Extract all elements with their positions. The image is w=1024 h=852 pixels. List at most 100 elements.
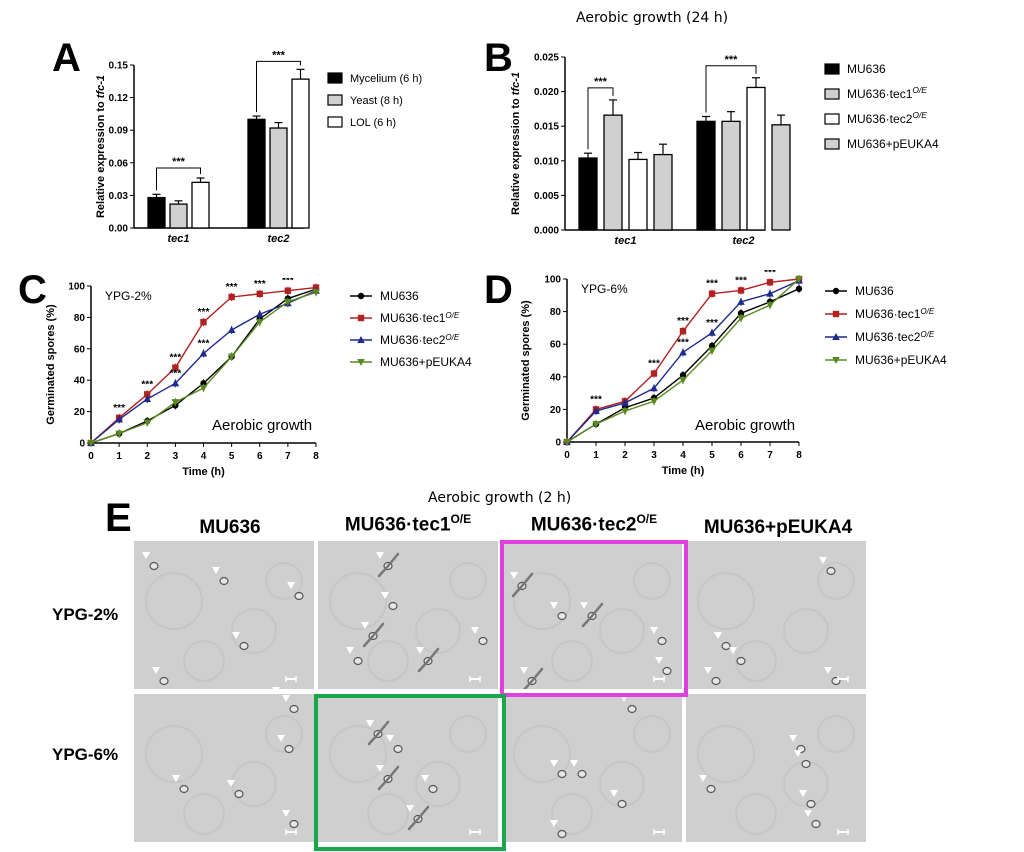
background-blotch xyxy=(329,572,387,630)
background-blotch xyxy=(783,761,829,807)
background-blotch xyxy=(817,562,855,600)
x-tick-label: 6 xyxy=(738,450,744,461)
arrowhead-marker xyxy=(406,805,414,812)
marker-triangle xyxy=(143,395,152,403)
y-tick-label: 80 xyxy=(550,307,562,318)
significance-bracket xyxy=(256,60,301,113)
micrograph-tile xyxy=(686,541,866,689)
significance-stars: *** xyxy=(677,316,689,327)
legend-label: LOL (6 h) xyxy=(350,117,396,129)
legend-swatch xyxy=(824,138,840,150)
germ-tube xyxy=(376,720,390,736)
micro-col-label-1: MU636·tec1O/E xyxy=(344,512,472,536)
significance-stars: *** xyxy=(198,307,210,318)
marker-circle xyxy=(679,371,687,379)
significance-stars: *** xyxy=(706,279,718,290)
marker-circle xyxy=(795,285,803,292)
background-blotch xyxy=(265,715,303,753)
y-tick-label: 0.03 xyxy=(109,191,129,202)
micrograph-tile xyxy=(318,541,498,689)
marker-square xyxy=(679,327,687,335)
arrowhead-marker xyxy=(510,572,518,579)
germ-tube xyxy=(590,602,604,618)
y-tick-label: 0.005 xyxy=(534,191,559,202)
legend-swatch xyxy=(824,63,840,75)
arrowhead-marker xyxy=(361,622,369,629)
arrowhead-marker xyxy=(699,775,707,782)
marker-triangle xyxy=(199,349,208,357)
marker-circle xyxy=(357,292,365,300)
legend-label: MU636+pEUKA4 xyxy=(847,137,939,151)
marker-square xyxy=(144,391,151,398)
legend-label: MU636+pEUKA4 xyxy=(380,355,472,369)
y-tick-label: 40 xyxy=(74,376,86,387)
legend-label: Yeast (8 h) xyxy=(350,95,403,107)
arrowhead-marker xyxy=(819,557,827,564)
background-blotch xyxy=(231,761,277,807)
legend-label: MU636·tec2O/E xyxy=(855,330,935,345)
background-blotch xyxy=(367,640,409,682)
germ-tube xyxy=(581,614,594,628)
marker-inverted-triangle xyxy=(795,276,803,283)
marker-square xyxy=(708,290,716,297)
x-tick-label: 6 xyxy=(257,451,263,462)
y-tick-label: 20 xyxy=(550,405,562,416)
legend-swatch xyxy=(327,72,343,84)
y-tick-label: 0.09 xyxy=(109,126,129,137)
significance-stars: *** xyxy=(590,394,602,405)
significance-stars: *** xyxy=(594,76,608,88)
significance-bracket xyxy=(156,167,201,191)
y-tick-label: 0.06 xyxy=(109,158,129,169)
significance-bracket xyxy=(587,87,614,150)
micro-row-label-1: YPG-6% xyxy=(52,745,119,764)
x-tick-label: 5 xyxy=(229,451,235,462)
arrowhead-marker xyxy=(729,647,737,654)
arrowhead-marker xyxy=(346,647,354,654)
background-blotch xyxy=(449,715,487,753)
arrowhead-marker xyxy=(272,687,280,689)
marker-square xyxy=(650,370,658,377)
spore-cell xyxy=(234,789,244,799)
bar xyxy=(291,78,310,229)
micrograph-tile xyxy=(502,694,682,842)
bar xyxy=(653,153,673,231)
germ-tube xyxy=(407,817,420,831)
significance-stars: *** xyxy=(677,337,689,348)
x-tick-label: 1 xyxy=(116,451,122,462)
x-tick-label: 7 xyxy=(285,451,291,462)
arrowhead-marker xyxy=(610,790,618,797)
chart-c-germination-ypg2: 0 20 40 60 80 100 0 1 2 3 4 5 6 7 8 Time (h) Germinated … xyxy=(45,278,472,478)
legend-label: MU636+pEUKA4 xyxy=(855,353,947,367)
marker-square xyxy=(200,318,207,326)
panel-letter-b: B xyxy=(484,36,513,80)
spore-cell xyxy=(557,611,567,621)
germ-tube xyxy=(362,634,375,648)
highlight-frame-magenta xyxy=(500,540,688,697)
spore-cell xyxy=(478,636,488,646)
arrowhead-marker xyxy=(580,602,588,609)
marker-inverted-triangle xyxy=(737,315,745,323)
panel-letter-a: A xyxy=(52,36,81,80)
bar xyxy=(191,181,210,229)
germ-tube xyxy=(523,679,534,689)
marker-inverted-triangle xyxy=(143,419,152,427)
arrowhead-marker xyxy=(366,720,374,727)
arrowhead-marker xyxy=(799,790,807,797)
x-axis-label: Time (h) xyxy=(662,465,705,477)
x-tick-label: 2 xyxy=(144,451,150,462)
aerobic-growth-annotation: Aerobic growth xyxy=(212,417,312,434)
background-blotch xyxy=(633,562,671,600)
panel-letter-c: C xyxy=(18,268,47,312)
panel-letter-d: D xyxy=(484,268,513,312)
x-tick-label: 4 xyxy=(201,451,207,462)
background-blotch xyxy=(599,608,645,654)
arrowhead-marker xyxy=(550,602,558,609)
micro-col-label-0: MU636 xyxy=(199,517,261,538)
legend-label: MU636 xyxy=(847,62,886,76)
marker-square xyxy=(228,293,235,301)
marker-inverted-triangle xyxy=(115,430,123,438)
legend-label: Mycelium (6 h) xyxy=(350,73,422,85)
legend-swatch xyxy=(824,88,840,100)
arrowhead-marker xyxy=(714,632,722,639)
micrograph-tile xyxy=(134,694,314,842)
